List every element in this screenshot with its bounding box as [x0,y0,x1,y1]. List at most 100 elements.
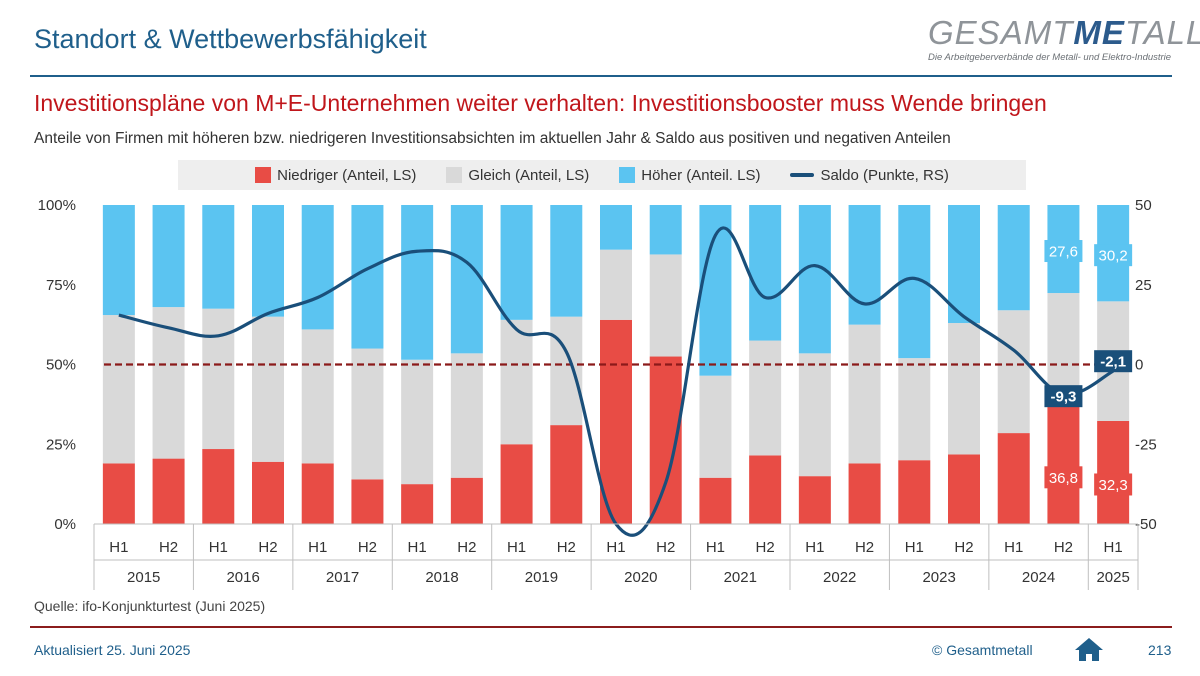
x-tick-year: 2017 [326,569,359,586]
y-right-tick: 50 [1135,197,1152,214]
bar-gleich [948,323,980,455]
bar-niedriger [252,461,284,524]
x-tick-year: 2019 [525,569,558,586]
y-left-tick: 50% [46,357,76,374]
bar-gleich [301,329,334,464]
bar-hoeher [202,205,235,309]
bar-niedriger [749,455,782,524]
saldo-line [118,226,1114,537]
x-tick-halfyear: H1 [905,539,924,556]
y-left-tick: 100% [38,197,76,214]
x-tick-halfyear: H1 [606,539,625,556]
x-tick-year: 2022 [823,569,856,586]
bar-hoeher [102,205,135,316]
saldo-line-group [118,226,1114,537]
legend-label-hoeher: Höher (Anteil. LS) [641,166,761,184]
x-tick-year: 2024 [1022,569,1055,586]
updated-date: Aktualisiert 25. Juni 2025 [34,642,191,658]
chart-headline: Investitionspläne von M+E-Unternehmen we… [34,90,1047,116]
x-tick-halfyear: H1 [507,539,526,556]
bar-gleich [202,308,235,450]
x-tick-year: 2020 [624,569,657,586]
bar-hoeher [252,205,284,317]
legend-item-saldo: Saldo (Punkte, RS) [790,166,949,184]
bar-niedriger [401,484,434,524]
x-tick-halfyear: H2 [358,539,377,556]
bar-niedriger [102,463,135,524]
bar-gleich [351,348,384,480]
bar-hoeher [749,205,782,341]
x-tick-year: 2023 [922,569,955,586]
x-tick-year: 2018 [425,569,458,586]
bar-niedriger [699,477,732,524]
logo-wordmark: GESAMTMETALL [928,14,1200,52]
bar-gleich [450,353,483,478]
logo-me-text: ME [1073,14,1125,51]
data-label-saldo: -2,1 [1100,354,1126,371]
bar-niedriger [997,433,1030,524]
x-tick-halfyear: H1 [805,539,824,556]
x-tick-year: 2015 [127,569,160,586]
x-tick-halfyear: H1 [1004,539,1023,556]
data-label-niedriger-bg [1094,473,1133,496]
x-tick-halfyear: H1 [109,539,128,556]
legend-swatch-niedriger [255,167,272,183]
data-label-hoeher-bg [1094,244,1133,267]
data-label-hoeher: 27,6 [1049,244,1078,261]
bar-gleich [997,310,1030,434]
home-icon[interactable] [1074,636,1104,662]
y-left-tick: 0% [54,516,76,533]
bar-group [102,205,1130,524]
x-tick-halfyear: H2 [557,539,576,556]
bar-hoeher [351,205,384,349]
bar-hoeher [301,205,334,330]
x-tick-year: 2016 [226,569,259,586]
bar-gleich [550,316,583,426]
bar-hoeher [401,205,434,360]
bar-niedriger [550,425,583,524]
x-tick-halfyear: H1 [308,539,327,556]
legend-item-niedriger: Niedriger (Anteil, LS) [255,167,416,184]
legend-swatch-hoeher [619,167,636,183]
bar-hoeher [450,205,483,354]
x-tick-halfyear: H2 [656,539,675,556]
legend-swatch-gleich [446,167,463,183]
x-tick-halfyear: H2 [159,539,178,556]
bar-hoeher [600,205,632,250]
y-left-tick: 75% [46,277,76,294]
data-label-hoeher-bg [1044,240,1083,263]
bar-niedriger [301,463,334,524]
bar-hoeher [997,205,1030,311]
data-label-saldo-bg [1094,350,1133,373]
data-label-saldo: -9,3 [1050,389,1076,406]
x-tick-halfyear: H1 [408,539,427,556]
bar-hoeher [152,205,185,308]
y-right-tick: -25 [1135,436,1157,453]
x-tick-halfyear: H2 [855,539,874,556]
bar-gleich [102,315,135,464]
x-tick-year: 2025 [1096,569,1129,586]
bar-gleich [600,249,632,320]
data-label-niedriger-bg [1044,466,1083,489]
y-right-tick: 0 [1135,357,1143,374]
source-note: Quelle: ifo-Konjunkturtest (Juni 2025) [34,598,266,614]
legend-label-saldo: Saldo (Punkte, RS) [820,166,949,184]
x-tick-halfyear: H2 [258,539,277,556]
bar-niedriger [948,454,980,524]
chart-legend: Niedriger (Anteil, LS) Gleich (Anteil, L… [178,160,1026,190]
bar-gleich [401,359,434,485]
bar-gleich [252,316,284,462]
bar-gleich [152,307,185,459]
y-right-tick: 25 [1135,277,1152,294]
bar-gleich [898,358,931,461]
bar-niedriger [1097,420,1130,524]
gesamtmetall-logo[interactable]: GESAMTMETALL Die Arbeitgeberverbände der… [928,14,1200,72]
bar-hoeher [798,205,831,354]
chart-subtitle: Anteile von Firmen mit höheren bzw. nied… [34,130,951,147]
bar-niedriger [152,458,185,524]
bar-hoeher [550,205,583,317]
bar-gleich [649,254,682,357]
bar-niedriger [500,444,533,524]
page-number: 213 [1148,642,1172,658]
